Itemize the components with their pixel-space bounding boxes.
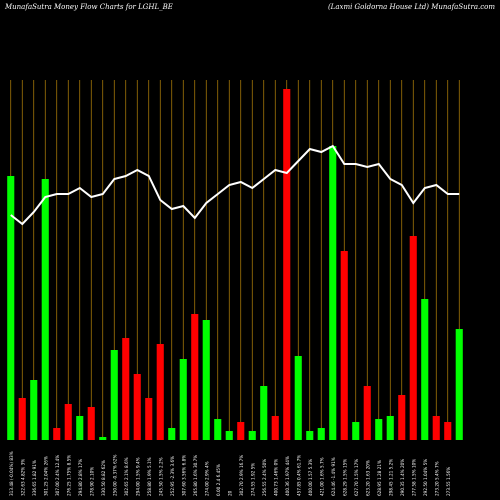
x-tick-label: 292.50 1.04% 5% <box>423 459 428 496</box>
x-tick-label: 628.29 1.5% 15% <box>342 459 347 496</box>
bar-down <box>432 416 440 440</box>
bar-down <box>64 404 72 440</box>
bar-up <box>168 428 176 440</box>
bar-down <box>191 314 199 440</box>
bar-down <box>145 398 153 440</box>
bar-up <box>225 431 233 440</box>
bar-up <box>214 419 222 440</box>
bar-down <box>133 374 141 440</box>
x-tick-label: 421.00 1.6% 5.7% <box>319 457 324 496</box>
bar-down <box>398 395 406 440</box>
x-tick-label: 302.65 2.1% 8.6% <box>124 457 129 496</box>
bar-up <box>7 176 15 440</box>
x-tick-label: 307.00 2.4% 12.4% <box>55 455 60 496</box>
x-tick-label: 623.20 1.63 20% <box>365 460 370 496</box>
x-tick-label: 302.70 2.9% 16.7% <box>239 455 244 496</box>
x-tick-label: 400.36 1.97% 44% <box>285 456 290 496</box>
x-tick-label: 265.80 1.6% 30.7% <box>193 455 198 496</box>
bar-up <box>352 422 360 440</box>
bar-down <box>18 398 26 440</box>
x-tick-label: 274.00 2.9% 4% <box>204 461 209 496</box>
bar-up <box>294 356 302 440</box>
x-tick-label: 624.46 -1.4% 91% <box>331 457 336 496</box>
bar-up <box>179 359 187 440</box>
x-tick-label: 20 <box>227 490 232 496</box>
bar-up <box>41 179 49 440</box>
bar-down <box>340 251 348 440</box>
x-tick-label: 258.80 1.9% 5.1% <box>147 457 152 496</box>
x-tick-label: 250.00 -0.37% 62% <box>112 455 117 496</box>
x-tick-label: 400.73 1.46% 0% <box>273 459 278 496</box>
bar-up <box>202 320 210 440</box>
bar-up <box>110 350 118 440</box>
x-tick-label: 273.55 1.56% <box>446 467 451 496</box>
x-tick-label: 294.80 2.8% 17% <box>78 459 83 496</box>
bar-down <box>444 422 452 440</box>
bar-up <box>317 428 325 440</box>
x-tick-label: 298.45 1.21 5.2% <box>388 459 393 496</box>
bar-down <box>271 416 279 440</box>
grid-lines <box>10 80 460 440</box>
x-tick-label: 252.95 -2.3% 3.6% <box>170 456 175 496</box>
x-tick-label: 294.00 1.5% 9.4% <box>135 457 140 496</box>
x-tick-label: 301.25 2.04% 26% <box>43 456 48 496</box>
x-tick-labels: 313.48 (-0.04%) 83% 322.63 4.82% 3% 336.65… <box>9 451 451 496</box>
bar-down <box>122 338 130 440</box>
bar-up <box>30 380 38 440</box>
bar-up <box>375 419 383 440</box>
bar-down <box>409 236 417 440</box>
x-tick-label: 274.55 1.92 5% <box>250 463 255 496</box>
bar-down <box>87 407 95 440</box>
bar-up <box>329 146 337 440</box>
x-tick-label: 273.20 5.4% 7% <box>434 461 439 496</box>
x-tick-label: 0.00 2.4 6.45% <box>216 464 221 496</box>
price-line <box>10 144 460 226</box>
bar-up <box>421 299 429 440</box>
x-tick-label: 256.55 2.4% 50% <box>262 459 267 496</box>
chart-title: MunafaSutra Money Flow Charts for LGHL_B… <box>5 3 173 11</box>
bar-up <box>99 437 107 440</box>
bar-down <box>156 344 164 440</box>
x-tick-label: 313.48 (-0.04%) 83% <box>9 451 14 496</box>
bar-up <box>455 329 463 440</box>
bar-up <box>306 431 314 440</box>
x-tick-label: 290.35 1.4% 20% <box>400 459 405 496</box>
company-name: (Laxmi Goldorna House Ltd) MunafaSutra.c… <box>327 3 495 11</box>
bar-down <box>53 428 61 440</box>
x-tick-label: 245.50 1.5% 2.2% <box>158 457 163 496</box>
bar-up <box>386 416 394 440</box>
x-tick-label: 278.90 2.10% <box>89 467 94 496</box>
bar-down <box>363 386 371 440</box>
x-tick-label: 628.95 1.28 21% <box>377 460 382 496</box>
x-tick-label: 400.00 1.57 5.3% <box>308 459 313 496</box>
x-tick-label: 627.70 1.5% 17% <box>354 459 359 496</box>
bar-series <box>7 89 463 440</box>
bar-up <box>248 431 256 440</box>
x-tick-label: 307.60 3.56% 6.8% <box>181 455 186 496</box>
x-tick-label: 277.58 1.5% 10% <box>411 459 416 496</box>
x-tick-label: 457.85 0.4% 61.7% <box>296 455 301 496</box>
x-tick-label: 276.25 1.75% 8.5% <box>66 455 71 496</box>
bar-down <box>283 89 291 440</box>
bar-up <box>260 386 268 440</box>
bar-up <box>76 416 84 440</box>
bar-down <box>237 422 245 440</box>
x-tick-label: 330.50 8.82 62% <box>101 460 106 496</box>
x-tick-label: 336.65 1.82 91% <box>32 460 37 496</box>
x-tick-label: 322.63 4.82% 3% <box>20 459 25 496</box>
